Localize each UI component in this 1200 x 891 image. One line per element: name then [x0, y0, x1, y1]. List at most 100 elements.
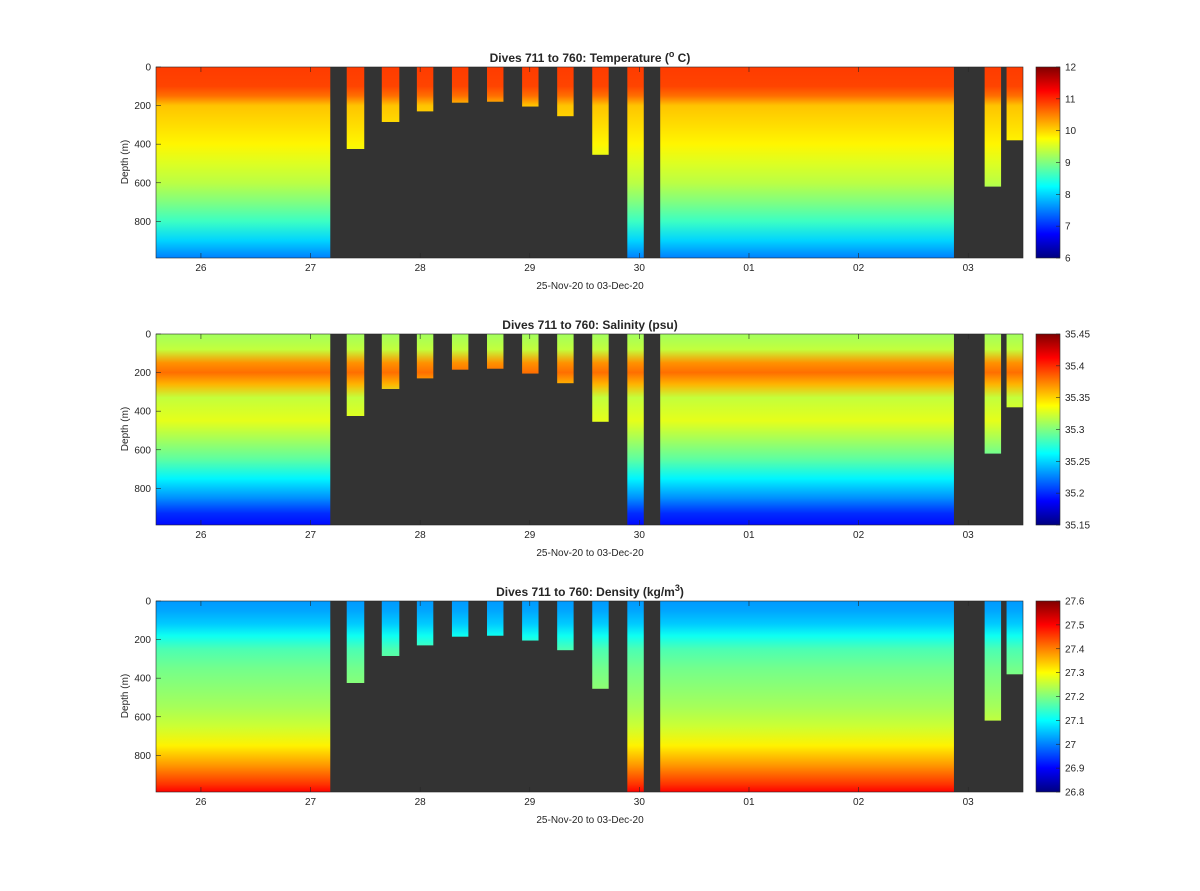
- x-tick-label: 03: [963, 263, 975, 274]
- colorbar-tick-label: 35.15: [1065, 521, 1090, 532]
- colorbar-tick-label: 9: [1065, 158, 1071, 169]
- profile-column: [522, 334, 539, 374]
- y-tick-label: 200: [134, 635, 151, 646]
- profile-column: [984, 601, 1002, 721]
- x-tick-label: 29: [524, 530, 536, 541]
- x-tick-label: 30: [634, 797, 646, 808]
- x-tick-label: 30: [634, 530, 646, 541]
- profile-column: [346, 334, 365, 416]
- profile-column: [660, 334, 954, 525]
- profile-column: [522, 601, 539, 641]
- profile-column: [557, 601, 574, 651]
- y-tick-label: 600: [134, 712, 151, 723]
- x-tick-label: 27: [305, 530, 317, 541]
- profile-column: [627, 67, 644, 258]
- colorbar-tick-label: 10: [1065, 126, 1077, 137]
- density-x-axis-label: 25-Nov-20 to 03-Dec-20: [536, 815, 644, 826]
- salinity-x-axis-label: 25-Nov-20 to 03-Dec-20: [536, 548, 644, 559]
- colorbar-tick-label: 27.1: [1065, 716, 1085, 727]
- profile-column: [346, 601, 365, 683]
- colorbar-tick-label: 26.8: [1065, 788, 1085, 799]
- y-tick-label: 0: [145, 63, 151, 74]
- temperature-x-axis-label: 25-Nov-20 to 03-Dec-20: [536, 281, 644, 292]
- profile-column: [381, 67, 400, 122]
- temperature-panel: Dives 711 to 760: Temperature (o C) 26 27…: [120, 49, 1077, 292]
- colorbar-tick-label: 35.45: [1065, 330, 1090, 341]
- y-tick-label: 400: [134, 407, 151, 418]
- colorbar-tick-label: 35.2: [1065, 489, 1085, 500]
- profile-column: [416, 334, 434, 379]
- temperature-x-ticks: 26 27 28 29 30 01 02 03: [195, 67, 974, 274]
- colorbar-tick-label: 27.2: [1065, 692, 1085, 703]
- colorbar-tick-label: 27: [1065, 740, 1077, 751]
- y-tick-label: 800: [134, 751, 151, 762]
- y-tick-label: 600: [134, 178, 151, 189]
- colorbar-tick-label: 11: [1065, 94, 1076, 105]
- salinity-colorbar: 35.15 35.2 35.25 35.3 35.35 35.4 35.45: [1035, 330, 1090, 532]
- x-tick-label: 29: [524, 797, 536, 808]
- density-x-ticks: 26 27 28 29 30 01 02 03: [195, 601, 974, 808]
- colorbar-tick-label: 27.5: [1065, 620, 1085, 631]
- x-tick-label: 01: [743, 263, 755, 274]
- x-tick-label: 27: [305, 263, 317, 274]
- x-tick-label: 01: [743, 530, 755, 541]
- x-tick-label: 02: [853, 797, 865, 808]
- y-tick-label: 200: [134, 101, 151, 112]
- y-tick-label: 600: [134, 445, 151, 456]
- profile-column: [156, 67, 331, 258]
- colorbar-tick-label: 12: [1065, 63, 1077, 74]
- x-tick-label: 01: [743, 797, 755, 808]
- y-tick-label: 0: [145, 330, 151, 341]
- profile-column: [381, 334, 400, 389]
- y-tick-label: 800: [134, 484, 151, 495]
- profile-column: [660, 601, 954, 792]
- x-tick-label: 28: [415, 797, 427, 808]
- temperature-plot-area: [155, 66, 1024, 259]
- density-y-ticks: 0 200 400 600 800: [134, 597, 161, 762]
- x-tick-label: 28: [415, 263, 427, 274]
- profile-column: [487, 334, 504, 369]
- y-tick-label: 400: [134, 140, 151, 151]
- temperature-y-ticks: 0 200 400 600 800: [134, 63, 161, 228]
- profile-column: [416, 601, 434, 646]
- profile-column: [416, 67, 434, 112]
- x-tick-label: 02: [853, 530, 865, 541]
- x-tick-label: 28: [415, 530, 427, 541]
- temperature-title: Dives 711 to 760: Temperature (o C): [490, 49, 691, 65]
- colorbar-tick-label: 6: [1065, 254, 1071, 265]
- colorbar-tick-label: 35.25: [1065, 457, 1090, 468]
- axes-box: [155, 66, 1024, 259]
- profile-column: [660, 67, 954, 258]
- profile-column: [557, 67, 574, 117]
- profile-column: [627, 601, 644, 792]
- x-tick-label: 26: [195, 530, 207, 541]
- profile-column: [557, 334, 574, 384]
- colorbar-tick-label: 27.3: [1065, 668, 1085, 679]
- x-tick-label: 03: [963, 797, 975, 808]
- profile-column: [1006, 334, 1023, 408]
- profile-column: [451, 334, 469, 370]
- profile-column: [346, 67, 365, 149]
- profile-column: [487, 67, 504, 102]
- profile-column: [522, 67, 539, 107]
- profile-column: [627, 334, 644, 525]
- colorbar-tick-label: 35.4: [1065, 361, 1085, 372]
- salinity-x-ticks: 26 27 28 29 30 01 02 03: [195, 334, 974, 541]
- y-tick-label: 400: [134, 674, 151, 685]
- profile-column: [451, 67, 469, 103]
- x-tick-label: 30: [634, 263, 646, 274]
- colorbar-tick-label: 35.3: [1065, 425, 1085, 436]
- density-panel: Dives 711 to 760: Density (kg/m3) 26 27 28…: [120, 583, 1085, 826]
- salinity-title: Dives 711 to 760: Salinity (psu): [502, 318, 677, 332]
- colorbar-tick-label: 35.35: [1065, 393, 1090, 404]
- profile-column: [592, 601, 609, 689]
- salinity-y-ticks: 0 200 400 600 800: [134, 330, 161, 495]
- profile-column: [592, 334, 609, 422]
- profile-column: [984, 334, 1002, 454]
- y-tick-label: 0: [145, 597, 151, 608]
- density-colorbar: 26.8 26.9 27 27.1 27.2 27.3 27.4 27.5 27.6: [1035, 597, 1085, 799]
- profile-column: [156, 601, 331, 792]
- x-tick-label: 02: [853, 263, 865, 274]
- temperature-colorbar: 6 7 8 9 10 11 12: [1035, 63, 1077, 265]
